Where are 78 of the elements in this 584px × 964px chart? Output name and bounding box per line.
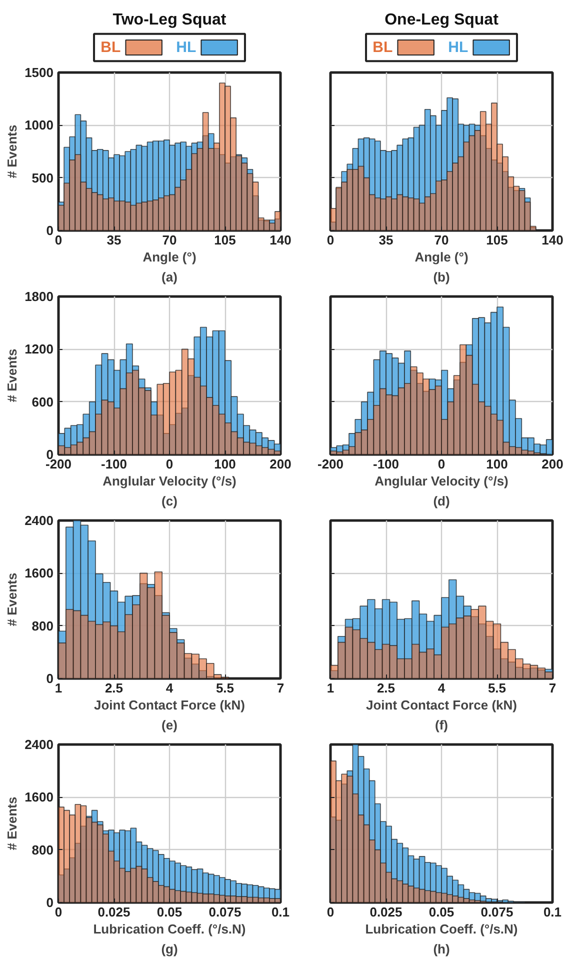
x-tick-label: 0.075 bbox=[480, 904, 514, 920]
x-tick-label: 4 bbox=[166, 680, 174, 696]
y-tick-label: 2400 bbox=[24, 737, 54, 752]
x-tick-label: 0.1 bbox=[543, 904, 562, 920]
x-tick-label: 105 bbox=[214, 232, 236, 248]
y-tick-label: 1200 bbox=[24, 342, 54, 357]
x-tick-label: 0 bbox=[326, 232, 334, 248]
text: (c) bbox=[162, 494, 178, 508]
y-tick-label: 0 bbox=[46, 223, 54, 238]
x-tick-label: 35 bbox=[106, 232, 122, 248]
x-tick-label: 5.5 bbox=[216, 680, 234, 696]
text: (b) bbox=[433, 270, 450, 284]
x-tick-label: 200 bbox=[270, 456, 292, 472]
text: (h) bbox=[433, 942, 450, 956]
x-axis-title: Lubrication Coeff. (°/s.N) bbox=[365, 922, 518, 936]
x-tick-label: 5.5 bbox=[488, 680, 506, 696]
x-tick-label: 0.05 bbox=[428, 904, 454, 920]
y-tick-label: 1000 bbox=[24, 118, 54, 133]
x-tick-label: -200 bbox=[317, 456, 344, 472]
y-tick-label: 800 bbox=[32, 842, 54, 858]
y-axis-title: # Events bbox=[4, 572, 20, 626]
x-tick-label: 100 bbox=[214, 456, 236, 472]
x-axis-title: Joint Contact Force (kN) bbox=[366, 698, 517, 712]
x-tick-label: 1 bbox=[326, 680, 334, 696]
x-tick-label: 100 bbox=[486, 456, 508, 472]
x-tick-label: 7 bbox=[276, 680, 284, 696]
y-tick-label: 1500 bbox=[24, 65, 54, 80]
x-axis-title: Anglular Velocity (°/s) bbox=[374, 474, 508, 488]
x-tick-label: 0.025 bbox=[370, 904, 402, 920]
text: (e) bbox=[162, 718, 178, 732]
legend-label: HL bbox=[176, 39, 196, 56]
chart-title: One-Leg Squat bbox=[384, 12, 500, 28]
x-tick-label: 4 bbox=[438, 680, 446, 696]
x-tick-label: 35 bbox=[378, 232, 394, 248]
text: (d) bbox=[433, 494, 450, 508]
y-tick-label: 0 bbox=[46, 895, 54, 910]
y-tick-label: 1600 bbox=[24, 566, 54, 581]
y-tick-label: 1800 bbox=[24, 289, 54, 304]
x-tick-label: 2.5 bbox=[376, 680, 396, 696]
x-tick-label: 200 bbox=[542, 456, 564, 472]
y-axis-title: # Events bbox=[4, 348, 20, 402]
y-tick-label: 600 bbox=[32, 394, 54, 410]
y-tick-label: 0 bbox=[46, 671, 54, 686]
x-tick-label: 0 bbox=[326, 904, 334, 920]
y-tick-label: 800 bbox=[32, 618, 54, 634]
x-tick-label: 70 bbox=[434, 232, 449, 248]
x-tick-label: 1 bbox=[54, 680, 62, 696]
legend-label: BL bbox=[100, 39, 121, 56]
x-tick-label: 0.05 bbox=[156, 904, 182, 920]
x-tick-label: 140 bbox=[542, 232, 564, 248]
text: (f) bbox=[435, 718, 448, 732]
x-tick-label: 2.5 bbox=[104, 680, 124, 696]
x-axis-title: Angle (°) bbox=[414, 250, 468, 264]
text: (a) bbox=[162, 270, 178, 284]
x-axis-title: Anglular Velocity (°/s) bbox=[102, 474, 236, 488]
text: (g) bbox=[161, 942, 178, 956]
x-tick-label: -100 bbox=[372, 456, 400, 472]
x-axis-title: Joint Contact Force (kN) bbox=[94, 698, 245, 712]
legend-label: HL bbox=[448, 39, 468, 56]
x-axis-title: Angle (°) bbox=[142, 250, 196, 264]
y-tick-label: 1600 bbox=[24, 790, 54, 805]
y-tick-label: 2400 bbox=[24, 513, 54, 528]
y-tick-label: 500 bbox=[32, 170, 54, 186]
x-tick-label: 105 bbox=[486, 232, 508, 248]
text: BL bbox=[372, 39, 393, 56]
chart-title: Two-Leg Squat bbox=[112, 12, 227, 28]
x-tick-label: 140 bbox=[270, 232, 292, 248]
x-tick-label: 0.075 bbox=[208, 904, 242, 920]
x-axis-title: Lubrication Coeff. (°/s.N) bbox=[93, 922, 246, 936]
y-axis-title: # Events bbox=[4, 124, 20, 178]
x-tick-label: 70 bbox=[162, 232, 177, 248]
x-tick-label: 0 bbox=[438, 456, 446, 472]
x-tick-label: -100 bbox=[100, 456, 128, 472]
y-axis-title: # Events bbox=[4, 796, 20, 850]
x-tick-label: 0.025 bbox=[98, 904, 130, 920]
x-tick-label: 0.1 bbox=[271, 904, 290, 920]
x-tick-label: 7 bbox=[548, 680, 556, 696]
x-tick-label: 0 bbox=[166, 456, 174, 472]
